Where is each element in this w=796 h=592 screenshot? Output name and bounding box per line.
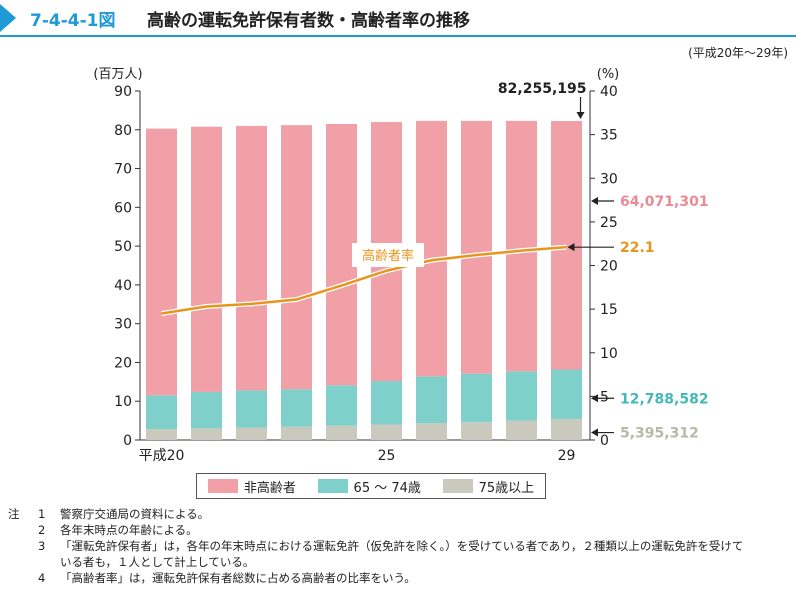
rate-line-label: 高齢者率 — [362, 248, 414, 264]
bar-segment-non-elderly — [506, 120, 537, 372]
period-label: (平成20年～29年) — [688, 46, 788, 60]
note-number: 1 — [38, 507, 46, 521]
y-left-axis-label: (百万人) — [93, 67, 142, 82]
bar-segment-65-74 — [281, 389, 312, 427]
title-rule — [0, 35, 796, 37]
legend-label-75-plus: 75歳以上 — [478, 480, 535, 496]
bar-segment-non-elderly — [461, 120, 492, 374]
note-number: 2 — [38, 523, 46, 537]
bar-segment-75-plus — [281, 426, 312, 440]
rate-value-label: 22.1 — [620, 240, 655, 256]
bar-segment-75-plus — [461, 422, 492, 440]
bar-segment-65-74 — [371, 381, 402, 425]
y-left-tick-label: 30 — [114, 317, 132, 333]
note-number: 3 — [38, 539, 46, 553]
note-number: 4 — [38, 571, 46, 585]
note-1: 注 1 警察庁交通局の資料による。 — [8, 506, 796, 522]
rate-arrow-head — [567, 243, 575, 252]
bar-segment-75-plus — [146, 429, 177, 440]
legend-label-non-elderly: 非高齢者 — [243, 480, 296, 496]
legend-label-65-74: 65 ～ 74歳 — [353, 480, 421, 496]
figure-number: 7-4-4-1図 — [30, 11, 116, 31]
bar-segment-75-plus — [326, 425, 357, 440]
y-right-tick-label: 15 — [600, 302, 618, 318]
legend-item-non-elderly: 非高齢者 — [207, 477, 296, 496]
title-arrow-icon — [0, 4, 16, 32]
bar-segment-65-74 — [551, 369, 582, 420]
age-75-plus-label: 5,395,312 — [620, 426, 699, 442]
age-65-74-label: 12,788,582 — [620, 391, 709, 407]
y-left-tick-label: 20 — [114, 355, 132, 371]
figure-header: 7-4-4-1図 高齢の運転免許保有者数・高齢者率の推移 — [0, 0, 796, 37]
bar-segment-65-74 — [326, 385, 357, 426]
y-left-tick-label: 0 — [123, 433, 132, 449]
note-text: 各年末時点の年齢による。 — [60, 523, 198, 537]
y-right-axis-label: (%) — [597, 67, 620, 82]
total-arrow-head — [576, 112, 585, 120]
bar-segment-non-elderly — [191, 126, 222, 392]
total-value-label: 82,255,195 — [498, 81, 587, 97]
y-left-tick-label: 90 — [114, 84, 132, 100]
y-right-tick-label: 30 — [600, 171, 618, 187]
note-text: 「運転免許保有者」は，各年の年末時点における運転免許（仮免許を除く。）を受けてい… — [60, 539, 744, 553]
bar-segment-non-elderly — [551, 121, 582, 370]
age-75-plus-arrow-head — [591, 428, 598, 437]
bar-segment-65-74 — [416, 376, 447, 424]
y-right-tick-label: 35 — [600, 128, 618, 144]
bar-segment-non-elderly — [236, 125, 267, 391]
y-left-tick-label: 60 — [114, 200, 132, 216]
bar-segment-75-plus — [551, 419, 582, 440]
y-right-tick-label: 25 — [600, 215, 618, 231]
y-right-tick-label: 5 — [600, 389, 609, 405]
x-tick-label: 29 — [558, 448, 576, 464]
non-elderly-arrow-head — [591, 197, 598, 205]
y-right-tick-label: 0 — [600, 433, 609, 449]
y-right-tick-label: 20 — [600, 259, 618, 275]
bar-segment-75-plus — [506, 420, 537, 440]
bar-segment-65-74 — [146, 395, 177, 430]
note-4: 4 「高齢者率」は，運転免許保有者総数に占める高齢者の比率をいう。 — [8, 570, 796, 586]
legend-item-75-plus: 75歳以上 — [442, 477, 535, 496]
y-left-tick-label: 50 — [114, 239, 132, 255]
legend-swatch-65-74 — [317, 479, 348, 493]
y-left-tick-label: 80 — [114, 123, 132, 139]
notes-prefix: 注 — [8, 507, 20, 521]
x-tick-label: 平成20 — [139, 448, 185, 464]
bar-segment-65-74 — [461, 373, 492, 423]
y-right-tick-label: 10 — [600, 346, 618, 362]
y-left-tick-label: 40 — [114, 278, 132, 294]
non-elderly-label: 64,071,301 — [620, 194, 709, 210]
rate-label-box — [352, 243, 424, 267]
bar-segment-75-plus — [236, 427, 267, 440]
legend-item-65-74: 65 ～ 74歳 — [317, 477, 421, 496]
figure-title: 高齢の運転免許保有者数・高齢者率の推移 — [147, 11, 470, 31]
bar-segment-65-74 — [191, 391, 222, 429]
x-tick-label: 25 — [378, 448, 396, 464]
legend-swatch-non-elderly — [207, 479, 238, 493]
bar-segment-75-plus — [416, 423, 447, 440]
rate-line — [161, 245, 567, 315]
y-left-tick-label: 70 — [114, 162, 132, 178]
notes: 注 1 警察庁交通局の資料による。 2 各年末時点の年齢による。 3 「運転免許… — [8, 506, 796, 586]
y-right-tick-label: 40 — [600, 84, 618, 100]
note-text: 警察庁交通局の資料による。 — [60, 507, 210, 521]
bar-segment-65-74 — [506, 371, 537, 421]
note-3-continued: いる者も，１人として計上している。 — [60, 555, 255, 569]
note-text: 「高齢者率」は，運転免許保有者総数に占める高齢者の比率をいう。 — [60, 571, 416, 585]
note-2: 2 各年末時点の年齢による。 — [8, 522, 796, 538]
chart: 0 10 20 30 40 50 60 70 80 90 (百万人) 0 5 10 15 20 25 30 35 40… — [93, 67, 709, 464]
legend: 非高齢者 65 ～ 74歳 75歳以上 — [196, 473, 546, 499]
bar-segment-non-elderly — [281, 125, 312, 390]
bar-segment-65-74 — [236, 390, 267, 428]
bar-segment-non-elderly — [146, 128, 177, 396]
legend-swatch-75-plus — [442, 479, 473, 493]
bar-segment-75-plus — [191, 428, 222, 440]
age-65-74-arrow-head — [591, 394, 598, 403]
note-3: 3 「運転免許保有者」は，各年の年末時点における運転免許（仮免許を除く。）を受け… — [8, 538, 796, 554]
bar-segment-75-plus — [371, 424, 402, 440]
y-left-tick-label: 10 — [114, 394, 132, 410]
bar-segment-non-elderly — [326, 123, 357, 386]
